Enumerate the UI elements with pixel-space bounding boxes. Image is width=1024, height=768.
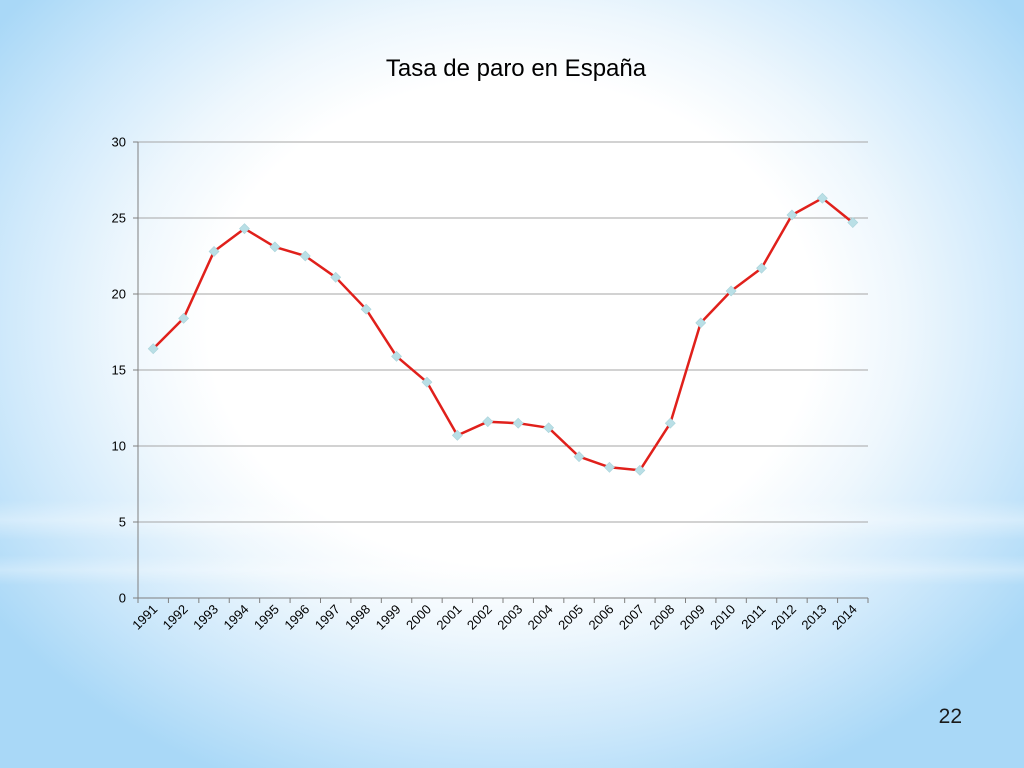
data-point-marker <box>847 217 859 228</box>
data-point-marker <box>360 303 372 315</box>
y-tick-label: 25 <box>112 211 126 226</box>
gridlines <box>138 141 868 523</box>
y-tick-label: 20 <box>112 287 126 302</box>
x-tick-label: 2008 <box>646 602 677 633</box>
data-point-marker <box>299 250 311 262</box>
x-tick-label: 1999 <box>373 602 404 633</box>
x-tick-label: 2004 <box>525 602 556 633</box>
x-tick-label: 1992 <box>160 602 191 633</box>
data-point-marker <box>695 317 707 329</box>
x-tick-label: 2010 <box>707 602 738 633</box>
chart-title: Tasa de paro en España <box>386 55 647 82</box>
data-point-marker <box>239 223 250 235</box>
x-tick-label: 2012 <box>768 602 799 633</box>
data-point-marker <box>330 271 342 283</box>
y-tick-label: 0 <box>119 591 126 606</box>
x-tick-label: 2014 <box>829 602 860 633</box>
x-tick-label: 2005 <box>555 602 586 633</box>
series-line-layer <box>152 196 854 472</box>
data-point-marker <box>208 246 220 257</box>
x-tick-label: 2007 <box>616 602 647 633</box>
y-tick-label: 15 <box>112 363 126 378</box>
data-point-marker <box>482 416 494 428</box>
x-tick-label: 2003 <box>494 602 525 633</box>
x-tick-label: 1998 <box>342 602 373 633</box>
data-point-marker <box>604 461 615 473</box>
x-tick-label: 1991 <box>129 602 160 633</box>
x-tick-label: 1993 <box>190 602 221 633</box>
data-point-marker <box>573 451 585 463</box>
x-tick-label: 2009 <box>677 602 708 633</box>
page-number: 22 <box>938 705 962 728</box>
data-point-marker <box>725 285 737 297</box>
data-point-marker <box>421 376 433 388</box>
x-tick-label: 1996 <box>281 602 312 633</box>
x-tick-label: 1995 <box>251 602 282 633</box>
data-point-marker <box>391 350 402 362</box>
data-point-marker <box>147 343 159 355</box>
y-tick-label: 30 <box>112 135 126 150</box>
axes <box>133 141 869 603</box>
x-tick-label: 2013 <box>798 602 829 633</box>
y-tick-labels: 0 5 10 15 20 25 30 <box>112 135 126 606</box>
y-tick-label: 10 <box>112 439 126 454</box>
data-point-marker <box>816 192 828 204</box>
data-point-marker <box>756 262 767 274</box>
x-tick-label: 2011 <box>738 602 768 632</box>
data-point-marker <box>634 464 646 476</box>
data-point-marker <box>178 312 190 324</box>
data-point-marker <box>786 209 798 221</box>
data-point-marker <box>664 417 676 429</box>
x-tick-label: 2001 <box>433 602 464 633</box>
data-point-marker <box>512 417 524 429</box>
x-tick-labels: 1991 1992 1993 1994 1995 1996 1997 1998 1999 2000… <box>129 602 860 633</box>
x-tick-label: 2002 <box>464 602 495 633</box>
x-tick-label: 2000 <box>403 602 434 633</box>
data-point-marker <box>269 241 281 253</box>
data-point-marker <box>451 429 463 441</box>
series-line <box>152 196 854 472</box>
data-markers <box>147 192 859 476</box>
y-tick-label: 5 <box>119 515 126 530</box>
x-tick-label: 1997 <box>312 602 343 633</box>
x-tick-label: 2006 <box>586 602 617 633</box>
x-tick-label: 1994 <box>221 602 252 633</box>
data-point-marker <box>543 422 555 434</box>
